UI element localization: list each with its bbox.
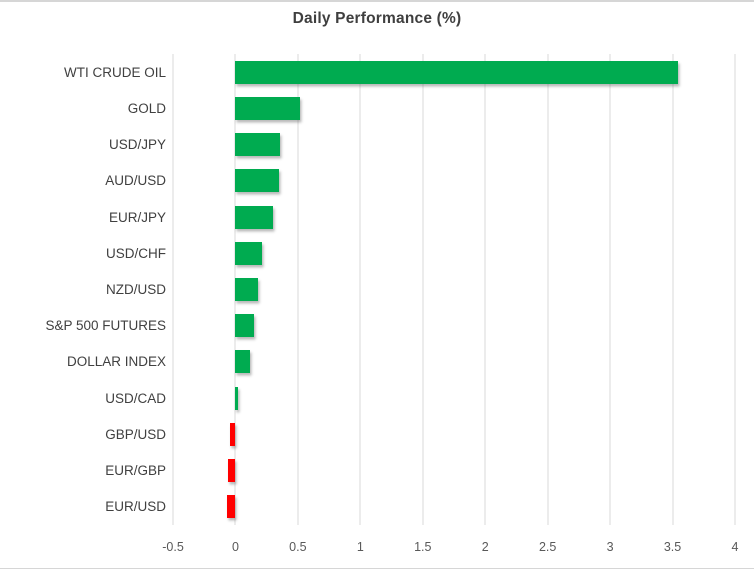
gridline <box>672 54 674 525</box>
gridline <box>172 54 174 525</box>
gridline <box>297 54 299 525</box>
bar-row <box>173 271 735 307</box>
x-tick-label: 0 <box>231 540 239 554</box>
bar <box>235 386 238 410</box>
bar-row <box>173 416 735 452</box>
category-label: EUR/JPY <box>108 209 166 225</box>
x-tick-label: 1.5 <box>414 540 432 554</box>
bar-row <box>173 90 735 126</box>
category-label: EUR/USD <box>105 499 166 515</box>
bar-row <box>173 344 735 380</box>
gridline <box>484 54 486 525</box>
gridline <box>359 54 361 525</box>
gridline <box>734 54 736 525</box>
bar-row <box>173 489 735 525</box>
gridline <box>609 54 611 525</box>
value-axis: -0.5 0 0.5 1 1.5 2 2.5 3 3.5 4 <box>162 540 738 560</box>
plot-area <box>172 54 736 525</box>
category-label: GBP/USD <box>105 426 166 442</box>
bar <box>227 459 236 483</box>
bar <box>230 422 236 446</box>
x-tick-label: 0.5 <box>289 540 307 554</box>
bar-row <box>173 163 735 199</box>
category-label: DOLLAR INDEX <box>66 354 166 370</box>
category-label: NZD/USD <box>106 282 166 298</box>
category-label: USD/JPY <box>108 137 166 153</box>
x-tick-label: 4 <box>731 540 739 554</box>
bar <box>235 169 280 193</box>
bar-row <box>173 54 735 90</box>
x-tick-label: 2 <box>481 540 489 554</box>
category-label: USD/CHF <box>106 245 166 261</box>
x-tick-label: 3.5 <box>663 540 682 554</box>
category-axis: WTI CRUDE OIL GOLD USD/JPY AUD/USD EUR/JPY US… <box>0 54 166 525</box>
category-label: S&P 500 FUTURES <box>45 318 166 334</box>
bar-row <box>173 380 735 416</box>
bar-row <box>173 453 735 489</box>
bar <box>226 495 236 519</box>
bar <box>235 96 301 120</box>
bar <box>235 350 251 374</box>
bar-row <box>173 199 735 235</box>
x-tick-label: 2.5 <box>538 540 557 554</box>
bar <box>235 205 273 229</box>
bar-row <box>173 126 735 162</box>
bar <box>235 60 678 84</box>
category-label: AUD/USD <box>105 173 166 189</box>
bar <box>235 314 255 338</box>
x-tick-label: 3 <box>606 540 614 554</box>
bar-row <box>173 308 735 344</box>
category-label: EUR/GBP <box>105 463 166 479</box>
x-tick-label: -0.5 <box>162 540 184 554</box>
category-label: WTI CRUDE OIL <box>63 64 166 80</box>
bar-row <box>173 235 735 271</box>
chart-title: Daily Performance (%) <box>292 10 462 27</box>
gridline <box>422 54 424 525</box>
bar <box>235 241 262 265</box>
bar <box>235 277 258 301</box>
category-label: USD/CAD <box>105 390 166 406</box>
bar <box>235 133 281 157</box>
gridline <box>547 54 549 525</box>
category-label: GOLD <box>127 100 166 116</box>
x-tick-label: 1 <box>356 540 364 554</box>
